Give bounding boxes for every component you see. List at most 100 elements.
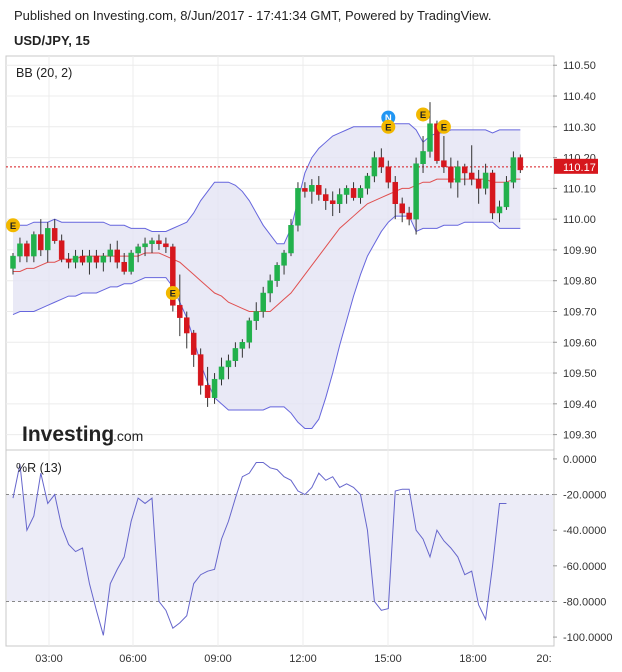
candle-body bbox=[274, 265, 280, 281]
candle-body bbox=[406, 212, 412, 220]
candle-body bbox=[503, 181, 510, 208]
candle bbox=[496, 200, 503, 223]
candle-body bbox=[239, 342, 246, 349]
wr-tick-label: -40.0000 bbox=[563, 525, 606, 537]
candle-body bbox=[517, 157, 524, 171]
candle-body bbox=[295, 188, 301, 226]
candles bbox=[10, 102, 524, 407]
candle bbox=[17, 237, 23, 263]
candle-body bbox=[441, 160, 447, 168]
candle bbox=[448, 157, 454, 189]
candle-body bbox=[204, 385, 211, 398]
candle bbox=[295, 182, 301, 232]
candle-body bbox=[378, 157, 385, 168]
candle-body bbox=[184, 317, 190, 334]
candle-body bbox=[371, 157, 378, 177]
candle bbox=[72, 249, 79, 269]
event-badge-label: N bbox=[385, 113, 392, 124]
candle bbox=[45, 222, 51, 263]
candle bbox=[253, 302, 259, 330]
candle-body bbox=[93, 255, 100, 263]
economic-event-badge[interactable]: E bbox=[416, 107, 431, 122]
candle-body bbox=[38, 234, 44, 251]
candle bbox=[177, 274, 183, 337]
economic-event-badge[interactable]: E bbox=[6, 218, 20, 233]
candle bbox=[24, 240, 30, 263]
candle-body bbox=[149, 240, 155, 245]
candle bbox=[482, 163, 489, 195]
candle bbox=[413, 157, 419, 235]
event-badge-label: E bbox=[385, 122, 391, 133]
event-badge-circle bbox=[381, 119, 396, 134]
symbol-title: USD/JPY, 15 bbox=[14, 33, 90, 48]
candle-body bbox=[72, 255, 79, 263]
candle bbox=[51, 219, 58, 244]
candle-body bbox=[399, 203, 405, 214]
price-tick-label: 109.70 bbox=[563, 306, 597, 318]
candle-body bbox=[392, 181, 398, 204]
candle bbox=[316, 176, 322, 201]
bb-indicator-label[interactable]: BB (20, 2) bbox=[16, 66, 72, 80]
candle bbox=[184, 311, 190, 349]
candle bbox=[163, 237, 169, 253]
candle-body bbox=[142, 243, 148, 248]
candle-body bbox=[170, 246, 176, 306]
candle-body bbox=[357, 188, 364, 198]
candle-body bbox=[496, 206, 503, 214]
candle bbox=[114, 240, 120, 269]
event-badge-circle bbox=[165, 286, 180, 301]
candle bbox=[378, 148, 385, 173]
economic-event-badge[interactable]: E bbox=[381, 119, 396, 134]
candle bbox=[343, 185, 350, 204]
candle-body bbox=[100, 255, 107, 263]
candle bbox=[190, 329, 197, 367]
candle-body bbox=[329, 200, 336, 204]
candle-body bbox=[121, 261, 127, 272]
x-tick-label: 12:00 bbox=[289, 653, 317, 665]
candle-body bbox=[225, 360, 232, 368]
wr-tick-label: -80.0000 bbox=[563, 596, 606, 608]
candle bbox=[455, 160, 461, 198]
candle-body bbox=[156, 240, 162, 245]
candle-body bbox=[190, 332, 197, 355]
candle-body bbox=[253, 311, 259, 321]
candle-body bbox=[323, 194, 329, 201]
wr-indicator-label[interactable]: %R (13) bbox=[16, 461, 62, 475]
economic-event-badge[interactable]: E bbox=[165, 286, 180, 301]
event-badge-circle bbox=[416, 107, 431, 122]
candle bbox=[142, 237, 148, 257]
candle-body bbox=[510, 157, 517, 183]
candle bbox=[462, 163, 468, 186]
candle-body bbox=[218, 366, 225, 380]
candle-body bbox=[482, 172, 489, 189]
candle-body bbox=[24, 243, 30, 257]
candle bbox=[267, 274, 273, 303]
candle bbox=[350, 182, 357, 201]
candle bbox=[371, 151, 378, 183]
candle-body bbox=[246, 320, 253, 343]
price-tick-label: 110.30 bbox=[563, 122, 596, 134]
candle-body bbox=[17, 243, 23, 257]
candle-body bbox=[107, 249, 114, 257]
candle bbox=[100, 253, 107, 272]
event-badge-circle bbox=[436, 119, 451, 134]
candle bbox=[392, 176, 398, 220]
price-tick-label: 110.50 bbox=[563, 60, 596, 72]
candle-body bbox=[413, 163, 419, 220]
event-badge-label: E bbox=[420, 110, 426, 121]
price-tick-label: 109.60 bbox=[563, 337, 597, 349]
candle-body bbox=[468, 172, 475, 180]
x-tick-label: 03:00 bbox=[35, 653, 63, 665]
candle-body bbox=[455, 166, 461, 183]
candle-body bbox=[45, 228, 51, 251]
economic-event-badge[interactable]: E bbox=[436, 119, 451, 134]
williams-r bbox=[6, 461, 553, 636]
candle-body bbox=[316, 185, 322, 195]
candle bbox=[170, 243, 176, 312]
candle bbox=[364, 172, 371, 195]
candle-body bbox=[281, 252, 287, 266]
candle bbox=[288, 219, 294, 257]
candle-body bbox=[51, 228, 58, 241]
